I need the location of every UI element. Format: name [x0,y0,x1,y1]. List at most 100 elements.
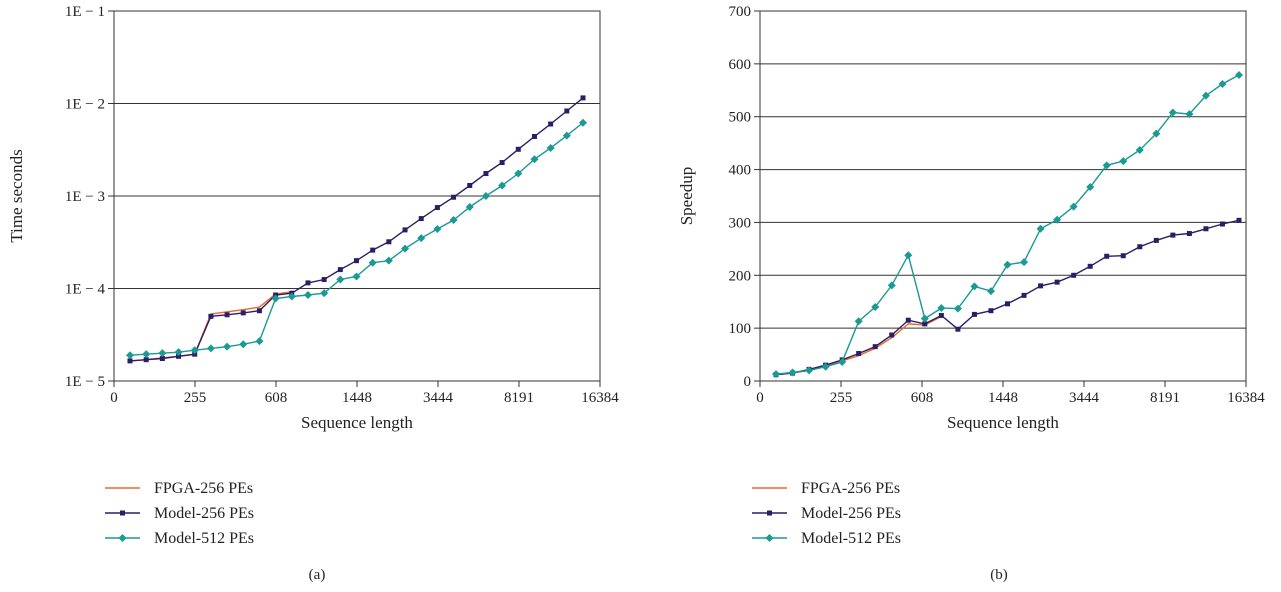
data-point [174,348,183,357]
data-point [971,311,977,317]
data-point [955,326,961,332]
data-point [889,332,895,338]
data-point [1137,244,1143,250]
data-point [1102,161,1111,170]
data-point [256,308,262,314]
series-line [129,122,584,356]
data-point [788,368,797,377]
data-point [255,337,264,346]
series-line [775,74,1240,375]
series-model-512-pes [126,118,587,360]
data-point [1054,279,1060,285]
y-axis-title: Time seconds [7,149,26,242]
plot-frame [759,10,1247,382]
data-point [370,247,376,253]
data-point [481,192,490,200]
x-tick-label: 1448 [342,390,372,406]
x-tick-label: 1448 [988,390,1018,406]
y-axis-title: Speedup [677,167,696,226]
data-point [287,292,296,301]
chart-panel-a: 1E − 1 1E − 2 1E − 3 1E − 4 1E − 5 0 255 608 144… [7,4,619,583]
data-point [465,203,474,212]
data-point [514,169,523,178]
data-point [240,310,246,316]
legend: FPGA-256 PEs Model-256 PEs Model-512 PEs [752,480,901,547]
legend-label: FPGA-256 PEs [154,480,253,497]
data-point [530,155,539,164]
data-point [1086,183,1095,192]
data-point [580,95,586,101]
data-point [418,216,424,222]
data-point [483,171,489,177]
data-point [1235,70,1243,79]
data-point [821,362,830,371]
data-point [872,344,878,350]
x-axis-title: Sequence length [301,413,413,432]
data-point [531,133,537,139]
data-point [401,244,410,253]
data-point [208,313,214,319]
data-point [838,357,847,366]
data-point [433,224,442,233]
chart-panel-b: 700 600 500 400 300 200 100 00 255 608 1448 3444 819… [677,4,1265,583]
data-point [158,349,167,358]
data-point [970,282,979,291]
data-point [434,205,440,211]
data-point [1071,272,1077,278]
y-tick-label: 1E − 2 [65,97,105,113]
x-axis-title: Sequence length [947,413,1059,432]
data-point [1185,110,1194,119]
legend-label: Model-256 PEs [801,505,901,522]
data-point [190,346,199,355]
series-model-512-pes [772,70,1243,379]
x-tick-label: 0 [756,390,764,406]
x-tick-label: 608 [265,390,288,406]
data-point [1170,232,1176,238]
data-point [176,353,182,359]
data-point [223,342,232,351]
y-tick-label: 600 [729,57,752,73]
legend-label: Model-512 PEs [801,530,901,547]
panel-label: (b) [990,567,1008,583]
legend-marker [118,534,127,542]
data-point [337,267,343,273]
data-point [938,312,944,318]
legend-marker [765,534,774,542]
x-tick-label: 3444 [423,390,454,406]
y-tick-label: 1E − 1 [65,4,105,20]
data-point [451,194,457,200]
data-point [239,340,248,349]
x-tick-label: 16384 [581,390,619,406]
y-tick-label: 1E − 3 [65,189,105,205]
data-point [386,239,392,245]
y-tick-label: 100 [729,321,752,337]
data-point [546,144,555,153]
data-point [1038,283,1044,289]
data-point [988,308,994,314]
data-point [224,312,230,318]
data-point [515,146,521,152]
data-point [499,160,505,166]
legend-label: Model-256 PEs [154,505,254,522]
x-tick-label: 0 [110,390,118,406]
data-point [449,216,458,225]
x-tick-label: 255 [830,390,853,406]
series-line [129,97,584,362]
data-point [1021,292,1027,298]
data-point [1069,202,1078,211]
data-point [1087,263,1093,269]
y-tick-label: 500 [729,110,752,126]
data-point [352,272,361,281]
legend-label: Model-512 PEs [154,530,254,547]
data-point [1036,224,1045,233]
data-point [1020,258,1029,267]
data-point [1119,157,1128,166]
data-point [417,234,426,243]
data-point [854,317,863,326]
series-model-256-pes [127,95,586,364]
data-point [305,280,311,286]
x-tick-label: 3444 [1069,390,1100,406]
x-tick-label: 16384 [1227,390,1265,406]
data-point [562,131,571,140]
data-point [1201,91,1210,100]
